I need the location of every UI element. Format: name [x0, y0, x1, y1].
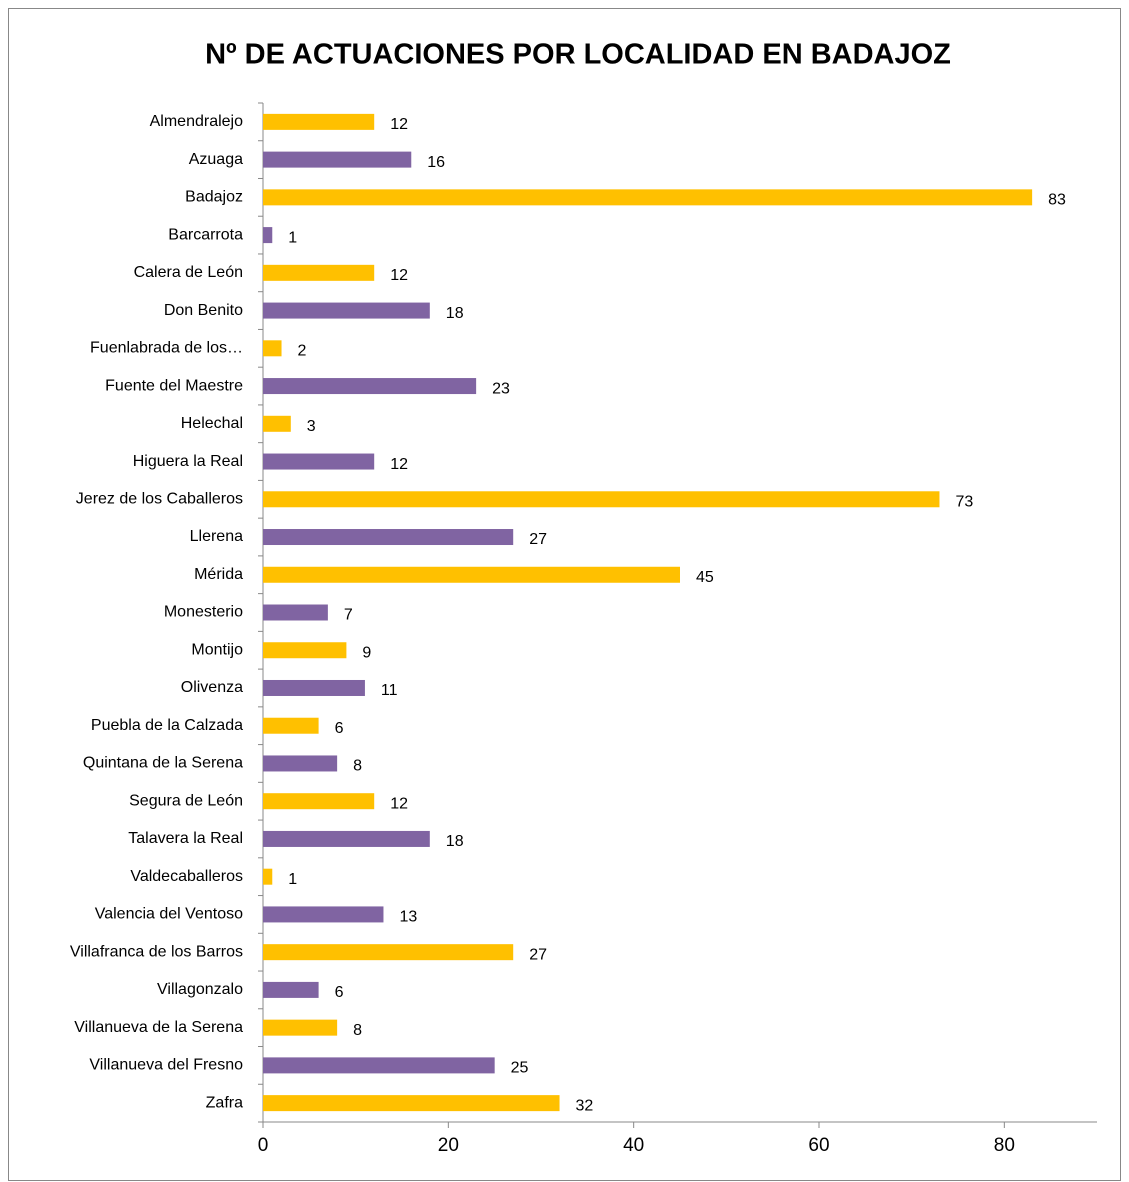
- y-tick-label: Calera de León: [134, 264, 243, 281]
- y-tick-label: Villagonzalo: [157, 981, 243, 998]
- y-tick-label: Badajoz: [185, 189, 243, 206]
- y-tick-label: Don Benito: [164, 302, 243, 319]
- x-tick-label: 80: [994, 1135, 1015, 1156]
- bar: [263, 113, 375, 130]
- y-tick-label: Olivenza: [181, 679, 243, 696]
- value-label: 45: [696, 569, 714, 586]
- y-tick-label: Fuente del Maestre: [105, 377, 243, 394]
- y-tick-label: Villanueva del Fresno: [89, 1057, 243, 1074]
- y-tick-label: Almendralejo: [150, 113, 243, 130]
- bar: [263, 679, 365, 696]
- y-tick-label: Helechal: [181, 415, 243, 432]
- value-label: 2: [298, 343, 307, 360]
- bar: [263, 1019, 338, 1036]
- y-tick-label: Jerez de los Caballeros: [76, 490, 243, 507]
- y-tick-label: Fuenlabrada de los…: [90, 340, 243, 357]
- value-label: 7: [344, 607, 353, 624]
- bar: [263, 566, 680, 583]
- y-tick-label: Villanueva de la Serena: [74, 1019, 243, 1036]
- y-tick-label: Montijo: [191, 641, 243, 658]
- y-tick-label: Higuera la Real: [133, 453, 243, 470]
- bar: [263, 453, 375, 470]
- value-label: 83: [1048, 192, 1066, 209]
- value-label: 18: [446, 833, 464, 850]
- value-label: 27: [529, 531, 547, 548]
- chart-title: Nº DE ACTUACIONES POR LOCALIDAD EN BADAJ…: [205, 39, 951, 71]
- y-tick-label: Valencia del Ventoso: [95, 906, 243, 923]
- value-label: 27: [529, 946, 547, 963]
- y-tick-label: Mérida: [194, 566, 243, 583]
- x-tick-label: 20: [438, 1135, 459, 1156]
- y-tick-label: Valdecaballeros: [130, 868, 243, 885]
- value-label: 8: [353, 1022, 362, 1039]
- value-label: 12: [390, 267, 408, 284]
- value-label: 12: [390, 116, 408, 133]
- y-tick-label: Barcarrota: [168, 226, 243, 243]
- bar: [263, 793, 375, 810]
- value-label: 12: [390, 795, 408, 812]
- bar: [263, 302, 430, 319]
- x-tick-label: 60: [808, 1135, 829, 1156]
- value-label: 6: [335, 720, 344, 737]
- bar: [263, 491, 940, 508]
- bar: [263, 868, 273, 885]
- value-label: 18: [446, 305, 464, 322]
- value-label: 16: [427, 154, 445, 171]
- bar: [263, 1095, 560, 1112]
- value-label: 6: [335, 984, 344, 1001]
- value-label: 23: [492, 380, 510, 397]
- bar: [263, 717, 319, 734]
- y-tick-label: Quintana de la Serena: [83, 755, 243, 772]
- bar: [263, 415, 291, 432]
- value-label: 13: [399, 909, 417, 926]
- bar: [263, 189, 1033, 206]
- y-tick-label: Puebla de la Calzada: [91, 717, 243, 734]
- y-tick-label: Llerena: [190, 528, 243, 545]
- bar: [263, 227, 273, 244]
- bar: [263, 642, 347, 659]
- y-tick-label: Azuaga: [189, 151, 243, 168]
- bar: [263, 906, 384, 923]
- value-label: 25: [511, 1060, 529, 1077]
- value-label: 3: [307, 418, 316, 435]
- value-label: 73: [955, 493, 973, 510]
- bar: [263, 981, 319, 998]
- bar: [263, 378, 477, 395]
- value-label: 8: [353, 758, 362, 775]
- bar: [263, 264, 375, 281]
- bar: [263, 755, 338, 772]
- chart-frame: [8, 8, 1121, 1181]
- x-tick-label: 0: [258, 1135, 269, 1156]
- y-tick-label: Zafra: [206, 1094, 243, 1111]
- value-label: 12: [390, 456, 408, 473]
- x-tick-label: 40: [623, 1135, 644, 1156]
- bar: [263, 1057, 495, 1074]
- value-label: 11: [381, 682, 398, 699]
- value-label: 32: [576, 1097, 594, 1114]
- y-tick-label: Talavera la Real: [128, 830, 243, 847]
- bar: [263, 151, 412, 168]
- value-label: 1: [288, 871, 297, 888]
- bar: [263, 944, 514, 961]
- value-label: 9: [362, 644, 371, 661]
- value-label: 1: [288, 229, 297, 246]
- y-tick-label: Segura de León: [129, 792, 243, 809]
- bar: [263, 529, 514, 546]
- bar: [263, 604, 328, 621]
- y-tick-label: Villafranca de los Barros: [70, 943, 243, 960]
- bar: [263, 830, 430, 847]
- y-tick-label: Monesterio: [164, 604, 243, 621]
- bar: [263, 340, 282, 357]
